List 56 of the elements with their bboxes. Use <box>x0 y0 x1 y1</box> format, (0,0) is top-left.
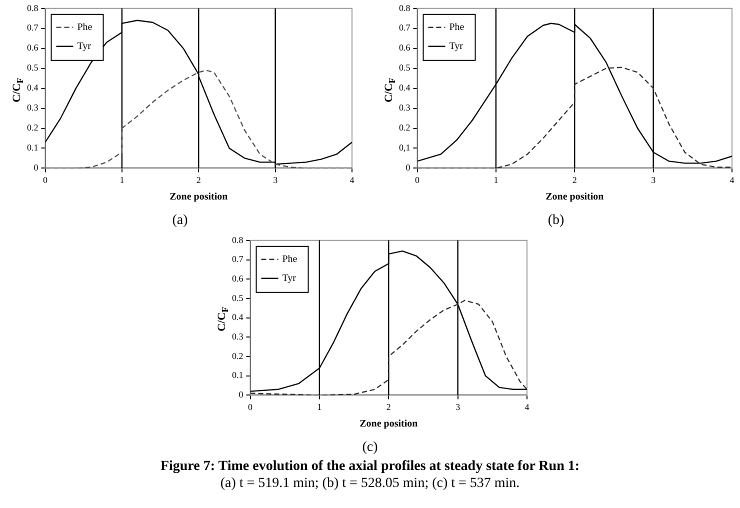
y-tick-label: 0.7 <box>232 254 244 264</box>
text: (a) t = 519.1 min; (b) t = 528.05 min; (c) t = 537 min. <box>219 475 521 492</box>
y-tick-label: 0 <box>34 162 39 173</box>
x-tick-label: 4 <box>350 174 355 185</box>
legend-label: Phe <box>449 22 465 34</box>
y-tick-label: 0.7 <box>399 22 411 33</box>
y-tick-label: 0.5 <box>232 292 244 303</box>
x-tick-label: 4 <box>524 402 530 412</box>
legend-label: Tyr <box>282 273 297 284</box>
x-tick-label: 1 <box>317 402 322 412</box>
x-tick-label: 2 <box>386 402 391 412</box>
y-tick-label: 0,1 <box>399 142 410 153</box>
y-tick-label: 0.4 <box>232 312 244 322</box>
x-tick-label: 1 <box>120 174 124 185</box>
x-axis-title: Zone position <box>546 192 604 203</box>
y-tick-label: 0.6 <box>232 273 244 284</box>
x-tick-label: 0 <box>415 174 420 185</box>
caption: Figure 7: Time evolution of the axial profiles at steady state for Run 1: <box>159 458 581 475</box>
text: (a) <box>171 213 189 229</box>
legend-label: Phe <box>77 22 93 34</box>
y-tick-label: 0.3 <box>399 102 411 113</box>
y-tick-label: 0 <box>406 162 411 173</box>
y-tick-label: 0.4 <box>27 82 39 93</box>
y-tick-label: 0.3 <box>232 332 244 342</box>
x-tick-label: 3 <box>651 174 656 185</box>
y-tick-label: 0.3 <box>27 102 39 113</box>
x-tick-label: 2 <box>572 174 577 185</box>
x-tick-label: 0 <box>43 174 48 185</box>
y-tick-label: 0.8 <box>399 2 411 13</box>
legend-label: Phe <box>282 254 298 266</box>
y-tick-label: 0.8 <box>27 2 39 13</box>
text: (c) <box>361 440 379 456</box>
y-tick-label: 0.6 <box>27 42 39 53</box>
x-tick-label: 3 <box>456 402 461 412</box>
y-tick-label: 0.8 <box>232 234 244 245</box>
legend-label: Tyr <box>449 41 464 52</box>
y-tick-label: 0.4 <box>399 82 411 93</box>
y-tick-label: 0 <box>238 390 244 400</box>
y-tick-label: 0.7 <box>27 22 39 33</box>
y-tick-label: 0.1 <box>27 142 38 153</box>
y-tick-label: 0.2 <box>399 122 410 133</box>
y-tick-label: 0.5 <box>399 62 411 73</box>
y-tick-label: 0.1 <box>232 370 244 380</box>
x-axis-title: Zone position <box>360 418 418 430</box>
y-tick-label: 0.6 <box>399 42 411 53</box>
x-tick-label: 3 <box>273 174 278 185</box>
y-tick-label: 0.5 <box>27 62 39 73</box>
x-tick-label: 2 <box>196 174 201 185</box>
x-tick-label: 0 <box>248 402 253 412</box>
y-tick-label: 0.2 <box>232 350 244 361</box>
text: (b) <box>546 213 566 229</box>
legend-label: Tyr <box>77 41 92 52</box>
x-axis-title: Zone position <box>170 192 228 203</box>
x-tick-label: 1 <box>494 174 498 185</box>
x-tick-label: 4 <box>730 174 735 185</box>
y-tick-label: 0.2 <box>27 122 38 133</box>
